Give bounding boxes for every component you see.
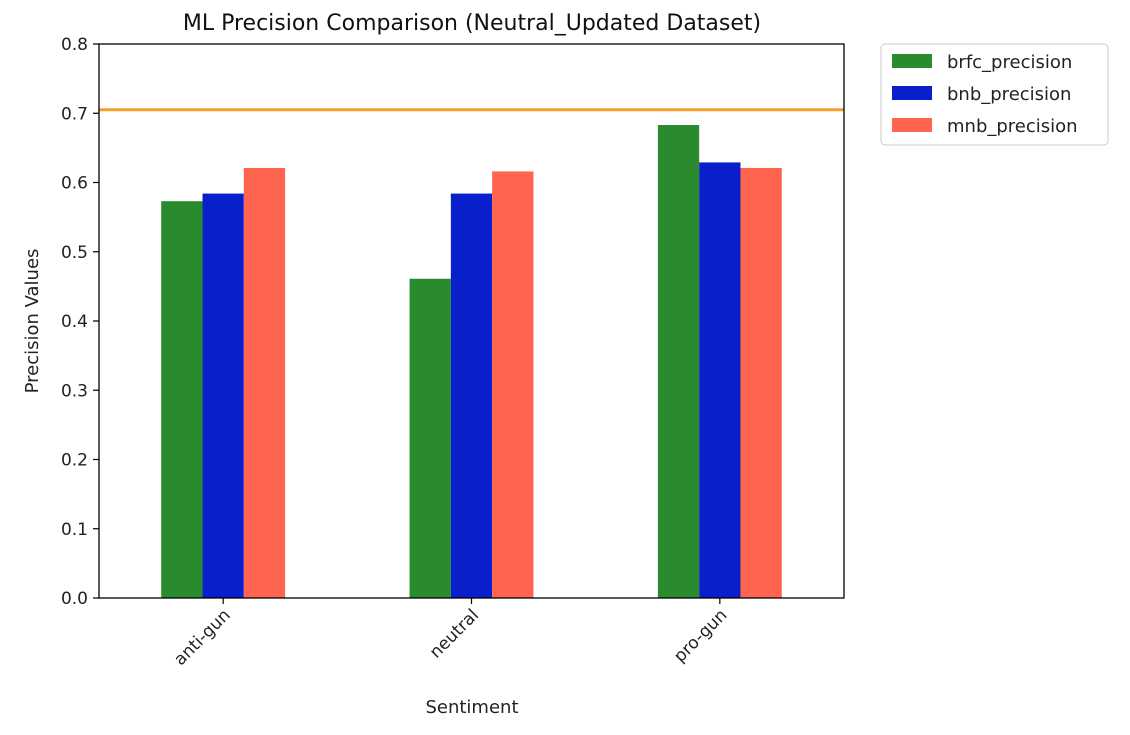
x-tick-label: pro-gun — [670, 605, 731, 666]
y-tick-label: 0.3 — [61, 381, 88, 401]
bar-brfc_precision-pro-gun — [657, 125, 700, 599]
y-tick-label: 0.8 — [61, 35, 88, 55]
bar-mnb_precision-pro-gun — [740, 167, 782, 598]
x-tick-label: anti-gun — [170, 605, 234, 669]
bar-mnb_precision-neutral — [492, 171, 534, 599]
plot-area: 0.0 0.1 0.2 0.3 0.4 0.5 0.6 0.7 0.8 anti-gun neutr… — [61, 35, 845, 670]
x-tick-label: neutral — [426, 605, 483, 662]
bar-bnb_precision-anti-gun — [202, 193, 244, 598]
y-tick-label: 0.2 — [61, 451, 88, 471]
legend-label: brfc_precision — [947, 52, 1072, 73]
y-tick-label: 0.4 — [61, 312, 88, 332]
y-axis-title: Precision Values — [22, 249, 43, 394]
y-tick-label: 0.0 — [61, 589, 88, 609]
bar-bnb_precision-pro-gun — [699, 162, 741, 599]
legend-swatch — [892, 118, 932, 132]
legend-swatch — [892, 54, 932, 68]
y-tick-label: 0.5 — [61, 243, 88, 263]
bar-mnb_precision-anti-gun — [243, 167, 286, 598]
y-tick-label: 0.7 — [61, 104, 88, 124]
y-tick-label: 0.1 — [61, 520, 88, 540]
bar-brfc_precision-neutral — [409, 278, 451, 598]
bar-brfc_precision-anti-gun — [161, 201, 203, 598]
x-axis-title: Sentiment — [425, 697, 518, 718]
legend-label: bnb_precision — [947, 84, 1071, 105]
legend-frame — [880, 43, 1109, 146]
chart-title: ML Precision Comparison (Neutral_Updated… — [183, 11, 761, 36]
y-tick-label: 0.6 — [61, 174, 88, 194]
legend-swatch — [892, 86, 932, 100]
bar-bnb_precision-neutral — [450, 193, 493, 598]
legend-label: mnb_precision — [947, 116, 1078, 137]
legend: brfc_precision bnb_precision mnb_precision — [880, 43, 1109, 146]
